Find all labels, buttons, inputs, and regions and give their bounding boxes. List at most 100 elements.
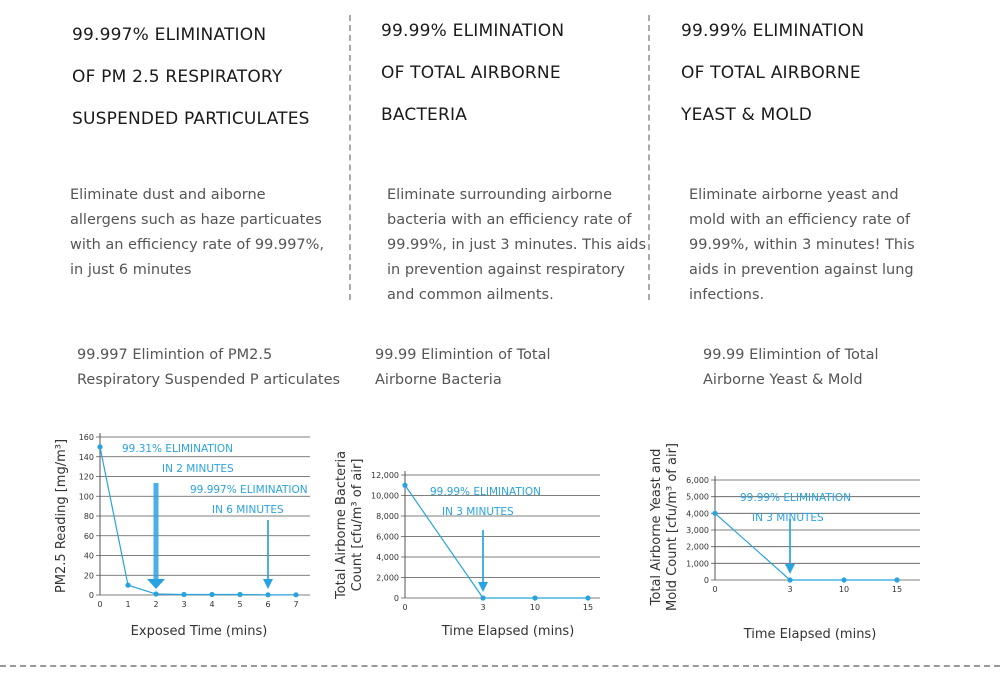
caption-line: 99.99 Elimintion of Total bbox=[703, 347, 879, 363]
data-point bbox=[585, 595, 591, 601]
data-point bbox=[181, 591, 187, 598]
y-tick-label: 2,000 bbox=[686, 543, 709, 552]
y-tick-label: 6,000 bbox=[686, 476, 709, 485]
x-tick-label: 1 bbox=[125, 600, 130, 609]
description-bacteria: Eliminate surrounding airborne bacteria … bbox=[387, 183, 646, 308]
heading-line: OF TOTAL AIRBORNE bbox=[681, 63, 861, 83]
caption-line: Airborne Bacteria bbox=[375, 372, 502, 388]
x-axis-label: Time Elapsed (mins) bbox=[743, 627, 877, 642]
chart-yeast: 0 1,000 2,000 3,000 4,000 5,000 6,000 0 3 10 15 99.… bbox=[649, 443, 920, 642]
x-axis-label: Exposed Time (mins) bbox=[131, 624, 268, 639]
data-point bbox=[265, 592, 271, 598]
x-tick-label: 15 bbox=[583, 603, 593, 612]
y-tick-label: 0 bbox=[89, 591, 94, 600]
description-line: Eliminate surrounding airborne bbox=[387, 187, 613, 203]
y-axis-label: Total Airborne Bacteria bbox=[334, 451, 349, 600]
y-tick-label: 8,000 bbox=[376, 512, 399, 521]
column-divider bbox=[648, 15, 650, 300]
data-point bbox=[237, 591, 243, 598]
chart-caption-bacteria: 99.99 Elimintion of Total Airborne Bacte… bbox=[375, 343, 551, 393]
annotation-arrow-shaft bbox=[789, 519, 791, 566]
description-line: 99.99%, within 3 minutes! This bbox=[689, 237, 915, 253]
data-point bbox=[209, 591, 215, 598]
heading-bacteria: 99.99% ELIMINATION OF TOTAL AIRBORNE BAC… bbox=[381, 10, 564, 136]
annotation-text: 99.99% ELIMINATION bbox=[740, 492, 851, 504]
x-tick-label: 3 bbox=[181, 600, 186, 609]
description-line: and common ailments. bbox=[387, 287, 554, 303]
data-point bbox=[153, 591, 159, 597]
heading-line: BACTERIA bbox=[381, 105, 468, 125]
heading-line: 99.99% ELIMINATION bbox=[381, 21, 565, 41]
description-line: Eliminate airborne yeast and bbox=[689, 187, 899, 203]
y-tick-label: 60 bbox=[84, 532, 94, 541]
y-tick-label: 10,000 bbox=[371, 492, 399, 501]
y-tick-label: 1,000 bbox=[686, 559, 709, 568]
annotation-arrow-head bbox=[263, 579, 273, 589]
chart-bacteria: 0 2,000 4,000 6,000 8,000 10,000 12,000 0 3 10 15 9… bbox=[334, 451, 600, 639]
y-tick-label: 160 bbox=[79, 433, 94, 442]
annotation-arrow-shaft bbox=[153, 483, 159, 581]
y-tick-label: 5,000 bbox=[686, 493, 709, 502]
description-line: aids in prevention against lung bbox=[689, 262, 914, 278]
description-yeast: Eliminate airborne yeast and mold with a… bbox=[689, 183, 915, 308]
x-tick-label: 0 bbox=[97, 600, 102, 609]
description-line: 99.99%, in just 3 minutes. This aids bbox=[387, 237, 647, 253]
y-tick-label: 4,000 bbox=[686, 509, 709, 518]
annotation-arrow-head bbox=[147, 579, 165, 589]
y-tick-label: 40 bbox=[84, 552, 94, 561]
annotation-text: 99.997% ELIMINATION bbox=[190, 484, 308, 496]
y-tick-label: 100 bbox=[79, 492, 94, 501]
data-point bbox=[480, 595, 486, 601]
caption-line: Respiratory Suspended P articulates bbox=[77, 372, 341, 388]
x-tick-label: 10 bbox=[839, 585, 849, 594]
annotation-arrow-head bbox=[785, 564, 795, 574]
annotation-text: IN 2 MINUTES bbox=[162, 463, 234, 475]
annotation-arrow-head bbox=[478, 582, 488, 592]
series-line bbox=[714, 512, 897, 581]
annotation-text: 99.31% ELIMINATION bbox=[122, 443, 233, 455]
heading-line: OF PM 2.5 RESPIRATORY bbox=[72, 67, 283, 87]
x-tick-label: 2 bbox=[153, 600, 158, 609]
x-tick-label: 7 bbox=[293, 600, 298, 609]
series-line bbox=[99, 446, 296, 596]
x-tick-label: 0 bbox=[402, 603, 407, 612]
x-tick-label: 10 bbox=[530, 603, 540, 612]
y-tick-label: 20 bbox=[84, 571, 94, 580]
y-tick-label: 3,000 bbox=[686, 526, 709, 535]
data-point bbox=[293, 592, 299, 598]
data-point bbox=[402, 482, 408, 488]
y-axis-label: Mold Count [cfu/m³ of air] bbox=[665, 443, 680, 611]
description-line: Eliminate dust and aiborne bbox=[70, 187, 266, 203]
x-tick-label: 15 bbox=[892, 585, 902, 594]
description-line: in just 6 minutes bbox=[70, 262, 192, 278]
data-point bbox=[841, 577, 847, 583]
data-point bbox=[532, 595, 538, 601]
x-tick-label: 3 bbox=[480, 603, 485, 612]
chart-caption-yeast: 99.99 Elimintion of Total Airborne Yeast… bbox=[703, 343, 879, 393]
data-point bbox=[712, 510, 718, 516]
y-tick-label: 2,000 bbox=[376, 574, 399, 583]
description-line: bacteria with an efficiency rate of bbox=[387, 212, 632, 228]
chart-caption-pm25: 99.997 Elimintion of PM2.5 Respiratory S… bbox=[77, 343, 340, 393]
data-point bbox=[125, 582, 131, 588]
chart-pm25: 0 20 40 60 80 100 120 140 160 0 1 2 3 4 5 6 7 99.31% ELIM… bbox=[54, 433, 310, 639]
caption-line: Airborne Yeast & Mold bbox=[703, 372, 863, 388]
data-point bbox=[894, 577, 900, 583]
data-point bbox=[97, 444, 103, 450]
bottom-divider bbox=[0, 665, 1000, 667]
series-line bbox=[404, 484, 588, 599]
heading-line: 99.997% ELIMINATION bbox=[72, 25, 267, 45]
description-line: in prevention against respiratory bbox=[387, 262, 626, 278]
y-tick-label: 4,000 bbox=[376, 553, 399, 562]
description-line: infections. bbox=[689, 287, 765, 303]
annotation-text: IN 3 MINUTES bbox=[752, 512, 824, 524]
column-divider bbox=[349, 15, 351, 300]
annotation-text: IN 3 MINUTES bbox=[442, 506, 514, 518]
caption-line: 99.997 Elimintion of PM2.5 bbox=[77, 347, 273, 363]
x-axis-label: Time Elapsed (mins) bbox=[441, 624, 575, 639]
heading-line: 99.99% ELIMINATION bbox=[681, 21, 865, 41]
data-point bbox=[787, 577, 793, 583]
y-axis-label: Total Airborne Yeast and bbox=[649, 449, 664, 607]
description-line: mold with an efficiency rate of bbox=[689, 212, 911, 228]
description-pm25: Eliminate dust and aiborne allergens suc… bbox=[70, 183, 324, 283]
